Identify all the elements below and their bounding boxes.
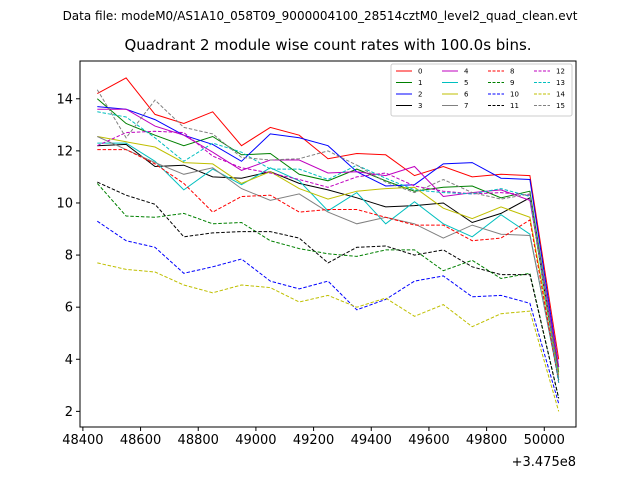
legend-box bbox=[390, 63, 573, 117]
legend-label-13: 13 bbox=[556, 79, 565, 87]
legend-label-14: 14 bbox=[556, 91, 565, 99]
x-tick-label: 48600 bbox=[120, 433, 161, 448]
series-line-2 bbox=[97, 106, 560, 368]
legend-label-5: 5 bbox=[464, 79, 468, 87]
x-tick-label: 48400 bbox=[62, 433, 103, 448]
legend-label-7: 7 bbox=[464, 102, 468, 110]
x-tick-label: 49200 bbox=[293, 433, 334, 448]
x-tick-label: 49000 bbox=[235, 433, 276, 448]
x-tick-label: 50000 bbox=[524, 433, 565, 448]
series-line-10 bbox=[97, 220, 560, 404]
chart-title: Quadrant 2 module wise count rates with … bbox=[124, 36, 531, 54]
legend-label-8: 8 bbox=[510, 68, 514, 76]
legend-label-6: 6 bbox=[464, 91, 469, 99]
legend-label-3: 3 bbox=[418, 102, 422, 110]
series-line-8 bbox=[97, 149, 560, 383]
y-tick-label: 10 bbox=[56, 196, 73, 211]
series-line-6 bbox=[97, 136, 560, 375]
legend-label-15: 15 bbox=[556, 102, 565, 110]
legend-label-9: 9 bbox=[510, 79, 514, 87]
y-tick-label: 2 bbox=[65, 405, 73, 420]
legend-label-12: 12 bbox=[556, 68, 565, 76]
series-line-11 bbox=[97, 181, 560, 399]
legend-label-2: 2 bbox=[418, 91, 422, 99]
series-line-5 bbox=[97, 142, 560, 381]
series-line-4 bbox=[97, 108, 560, 368]
x-tick-label: 49400 bbox=[351, 433, 392, 448]
y-tick-label: 12 bbox=[56, 144, 73, 159]
series-line-9 bbox=[96, 183, 560, 399]
series-line-13 bbox=[97, 111, 560, 383]
legend-label-10: 10 bbox=[510, 91, 519, 99]
y-tick-label: 4 bbox=[65, 353, 73, 368]
axes-frame bbox=[79, 60, 577, 428]
series-line-15 bbox=[96, 89, 560, 378]
series-line-7 bbox=[97, 136, 560, 378]
data-file-subtitle: Data file: modeM0/AS1A10_058T09_90000041… bbox=[63, 9, 578, 23]
legend-label-1: 1 bbox=[418, 79, 422, 87]
plot-area: 48400 48600 48800 49000 49200 49400 49600 49800… bbox=[56, 60, 577, 448]
series-line-12 bbox=[97, 130, 560, 383]
y-tick-label: 6 bbox=[65, 301, 73, 316]
legend-label-0: 0 bbox=[418, 68, 422, 76]
series-line-0 bbox=[97, 77, 560, 360]
legend-label-4: 4 bbox=[464, 68, 469, 76]
series-line-3 bbox=[97, 143, 560, 381]
x-axis-offset-label: +3.475e8 bbox=[512, 455, 576, 470]
x-tick-label: 49600 bbox=[408, 433, 449, 448]
x-tick-label: 49800 bbox=[466, 433, 507, 448]
series-line-14 bbox=[97, 262, 560, 412]
y-tick-label: 14 bbox=[56, 92, 73, 107]
y-tick-label: 8 bbox=[65, 249, 73, 264]
legend-label-11: 11 bbox=[510, 102, 519, 110]
series-line-1 bbox=[96, 98, 560, 373]
x-tick-label: 48800 bbox=[178, 433, 219, 448]
